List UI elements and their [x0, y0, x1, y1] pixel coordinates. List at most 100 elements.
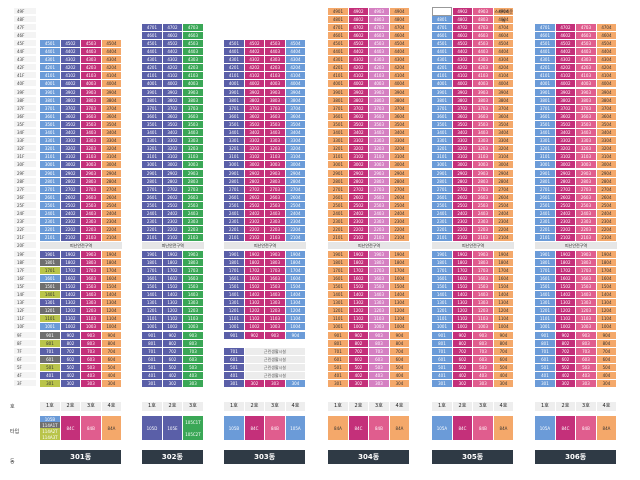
unit-cell: 2601: [224, 193, 244, 201]
unit-cell: 4804: [493, 15, 514, 23]
unit-cell: 302: [60, 380, 81, 388]
unit-cell: 4001: [535, 80, 555, 88]
unit-cell: 4302: [555, 56, 576, 64]
unit-cell: 4304: [389, 56, 410, 64]
unit-cell: 3602: [60, 112, 81, 120]
unit-cell: 1502: [555, 282, 576, 290]
unit-cell: 1602: [60, 274, 81, 282]
unit-cell: 2301: [40, 218, 60, 226]
unit-cell: 4003: [576, 80, 596, 88]
unit-cell: 2503: [81, 201, 101, 209]
unit-cell: 1801: [432, 258, 452, 266]
unit-cell: 4501: [432, 39, 452, 47]
unit-cell: 2203: [183, 226, 203, 234]
unit-cell: 3502: [348, 120, 369, 128]
unit-cell: 2501: [535, 201, 555, 209]
building-name-label: 303동: [224, 450, 306, 464]
unit-cell: 1603: [183, 274, 203, 282]
unit-cell: 2304: [101, 218, 122, 226]
unit-cell: 1703: [473, 266, 493, 274]
unit-cell: 2902: [348, 169, 369, 177]
unit-cell: 2302: [244, 218, 265, 226]
unit-cell: 804: [596, 339, 617, 347]
unit-cell: 1403: [576, 291, 596, 298]
unit-cell: 3204: [101, 145, 122, 153]
unit-cell: 504: [101, 363, 122, 371]
unit-cell: 2602: [244, 193, 265, 201]
unit-cell: 1803: [473, 258, 493, 266]
floor-label: 37F: [14, 104, 36, 112]
unit-cell: 2304: [285, 218, 306, 226]
type-cell: 84C: [60, 416, 81, 440]
unit-cell: 2701: [328, 185, 348, 193]
unit-cell: 801: [142, 339, 162, 347]
unit-cell: 3801: [535, 96, 555, 104]
unit-cell: 1903: [265, 250, 285, 258]
unit-cell: 2501: [328, 201, 348, 209]
unit-cell: 1701: [224, 266, 244, 274]
unit-cell: 1503: [81, 282, 101, 290]
unit-cell: 1804: [285, 258, 306, 266]
unit-cell: 1001: [40, 323, 60, 331]
unit-cell: 2104: [389, 234, 410, 242]
unit-cell: 3304: [596, 137, 617, 145]
floor-label: 20F: [14, 242, 36, 250]
unit-cell: 903: [183, 331, 203, 339]
unit-cell: 2504: [493, 201, 514, 209]
unit-cell: 1503: [369, 282, 389, 290]
unit-cell: 3502: [555, 120, 576, 128]
unit-cell: 2201: [142, 226, 162, 234]
unit-cell: 3604: [596, 112, 617, 120]
unit-cell: 3803: [576, 96, 596, 104]
unit-cell: 3003: [473, 161, 493, 169]
unit-cell: 403: [473, 372, 493, 379]
unit-cell: 3702: [452, 104, 473, 112]
unit-cell: 303: [576, 380, 596, 388]
unit-cell: 4304: [101, 56, 122, 64]
floor-label: 29F: [14, 169, 36, 177]
unit-cell: 4204: [493, 64, 514, 72]
unit-cell: 2503: [369, 201, 389, 209]
unit-cell: 2702: [244, 185, 265, 193]
unit-cell: 3201: [40, 145, 60, 153]
unit-cell: 3201: [535, 145, 555, 153]
unit-cell: 2102: [348, 234, 369, 242]
unit-cell: 1501: [224, 282, 244, 290]
unit-cell: 4703: [183, 23, 203, 31]
unit-cell: 1903: [81, 250, 101, 258]
refuge-zone: 피난안전구역: [224, 242, 306, 250]
floor-label: 36F: [14, 112, 36, 120]
unit-cell: 2603: [265, 193, 285, 201]
unit-cell: 4504: [285, 39, 306, 47]
unit-cell: 3102: [60, 153, 81, 161]
unit-cell: 301: [40, 380, 60, 388]
unit-cell: 1904: [389, 250, 410, 258]
unit-cell: 3802: [162, 96, 183, 104]
unit-cell: 1303: [81, 299, 101, 307]
unit-cell: 4401: [40, 48, 60, 55]
unit-cell: 703: [473, 347, 493, 355]
unit-cell: 1904: [596, 250, 617, 258]
unit-cell: 4004: [101, 80, 122, 88]
unit-cell: 1104: [101, 315, 122, 323]
floor-label: 32F: [14, 145, 36, 153]
unit-cell: 4704: [389, 23, 410, 31]
unit-cell: 604: [389, 355, 410, 363]
unit-cell: 3302: [60, 137, 81, 145]
unit-cell: 904: [596, 331, 617, 339]
unit-cell: 4302: [162, 56, 183, 64]
unit-cell: 3901: [328, 88, 348, 96]
unit-cell: 402: [60, 372, 81, 379]
unit-cell: 3702: [162, 104, 183, 112]
unit-cell: 3302: [452, 137, 473, 145]
unit-cell: 1302: [162, 299, 183, 307]
unit-cell: 3103: [473, 153, 493, 161]
unit-cell: 1101: [432, 315, 452, 323]
unit-cell: 2201: [224, 226, 244, 234]
unit-cell: 4502: [162, 39, 183, 47]
unit-cell: 4503: [576, 39, 596, 47]
type-cell: 84A: [328, 416, 348, 440]
unit-cell: 4001: [142, 80, 162, 88]
unit-cell: 4001: [432, 80, 452, 88]
unit-cell: 1704: [596, 266, 617, 274]
